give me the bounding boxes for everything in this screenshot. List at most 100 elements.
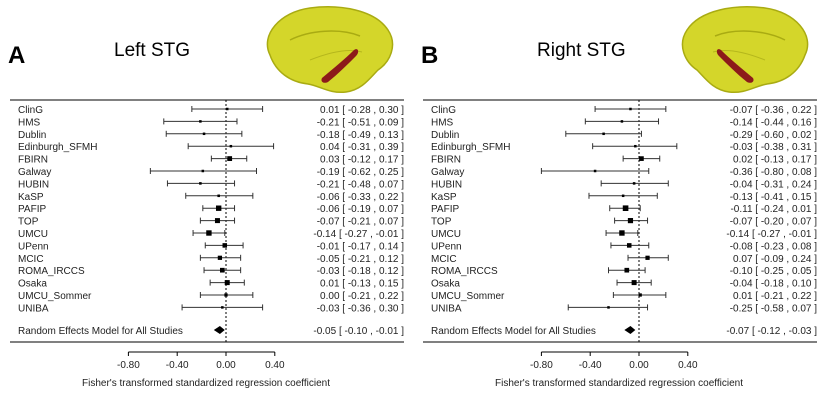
- point-estimate-marker: [215, 205, 222, 211]
- study-ci-text: -0.19 [ -0.62 , 0.25 ]: [317, 167, 404, 178]
- study-label: UMCU_Sommer: [431, 291, 505, 302]
- study-ci-text: -0.08 [ -0.23 , 0.08 ]: [730, 241, 817, 252]
- summary-ci-text: -0.05 [ -0.10 , -0.01 ]: [313, 326, 404, 337]
- study-ci-text: -0.05 [ -0.21 , 0.12 ]: [317, 254, 404, 265]
- study-label: ClinG: [431, 105, 456, 116]
- x-tick-label: 0.40: [265, 360, 285, 371]
- brain-right-hemisphere-illustration: [681, 6, 809, 94]
- study-ci-text: -0.21 [ -0.51 , 0.09 ]: [317, 117, 404, 128]
- study-label: HUBIN: [18, 179, 49, 190]
- study-ci-text: -0.10 [ -0.25 , 0.05 ]: [730, 266, 817, 277]
- point-estimate-marker: [220, 267, 225, 273]
- panel-title: Right STG: [537, 40, 626, 61]
- study-label: UMCU: [18, 229, 48, 240]
- study-ci-text: -0.03 [ -0.18 , 0.12 ]: [317, 266, 404, 277]
- study-ci-text: 0.02 [ -0.13 , 0.17 ]: [733, 155, 817, 166]
- summary-ci-text: -0.07 [ -0.12 , -0.03 ]: [726, 326, 817, 337]
- forest-plot-left-stg: A Left STG ClinG 0.01 [ -0.28 , 0.30 ] HMS…: [0, 0, 412, 395]
- study-label: KaSP: [431, 192, 457, 203]
- forest-plot-canvas: ClinG 0.01 [ -0.28 , 0.30 ] HMS -0.21 [ -0.…: [10, 99, 404, 389]
- study-ci-text: -0.25 [ -0.58 , 0.07 ]: [730, 303, 817, 314]
- panel-letter: B: [421, 42, 439, 69]
- summary-diamond: [213, 326, 225, 334]
- x-tick-label: 0.00: [629, 360, 649, 371]
- x-tick-label: -0.40: [166, 360, 189, 371]
- study-ci-text: -0.14 [ -0.27 , -0.01 ]: [726, 229, 817, 240]
- study-ci-text: -0.07 [ -0.36 , 0.22 ]: [730, 105, 817, 116]
- study-ci-text: -0.18 [ -0.49 , 0.13 ]: [317, 130, 404, 141]
- study-ci-text: -0.14 [ -0.27 , -0.01 ]: [313, 229, 404, 240]
- summary-diamond: [624, 326, 636, 334]
- study-ci-text: -0.03 [ -0.36 , 0.30 ]: [317, 303, 404, 314]
- point-estimate-marker: [626, 243, 632, 248]
- study-ci-text: -0.07 [ -0.20 , 0.07 ]: [730, 217, 817, 228]
- study-label: FBIRN: [431, 155, 461, 166]
- point-estimate-marker: [645, 255, 650, 260]
- point-estimate-marker: [632, 182, 636, 185]
- study-ci-text: 0.04 [ -0.31 , 0.39 ]: [320, 142, 404, 153]
- x-axis-label: Fisher's transformed standardized regres…: [82, 378, 330, 389]
- study-ci-text: -0.06 [ -0.33 , 0.22 ]: [317, 192, 404, 203]
- point-estimate-marker: [621, 194, 625, 198]
- point-estimate-marker: [225, 107, 229, 111]
- point-estimate-marker: [221, 306, 224, 309]
- study-label: FBIRN: [18, 155, 48, 166]
- study-ci-text: -0.07 [ -0.21 , 0.07 ]: [317, 217, 404, 228]
- forest-plot-canvas: ClinG -0.07 [ -0.36 , 0.22 ] HMS -0.14 [ -0…: [423, 99, 817, 389]
- study-label: ROMA_IRCCS: [431, 266, 498, 277]
- study-label: Dublin: [431, 130, 459, 141]
- study-ci-text: 0.00 [ -0.21 , 0.22 ]: [320, 291, 404, 302]
- study-ci-text: -0.04 [ -0.18 , 0.10 ]: [730, 279, 817, 290]
- point-estimate-marker: [224, 293, 228, 297]
- study-label: Edinburgh_SFMH: [18, 142, 97, 153]
- study-label: TOP: [431, 217, 452, 228]
- study-label: UNIBA: [18, 303, 49, 314]
- point-estimate-marker: [222, 243, 228, 248]
- study-label: UMCU: [431, 229, 461, 240]
- point-estimate-marker: [627, 218, 634, 224]
- study-ci-text: -0.36 [ -0.80 , 0.08 ]: [730, 167, 817, 178]
- x-tick-label: -0.80: [530, 360, 553, 371]
- point-estimate-marker: [224, 280, 230, 286]
- study-label: TOP: [18, 217, 39, 228]
- point-estimate-marker: [201, 169, 205, 173]
- study-label: Osaka: [431, 279, 460, 290]
- point-estimate-marker: [622, 205, 629, 211]
- point-estimate-marker: [631, 280, 637, 286]
- point-estimate-marker: [634, 144, 637, 148]
- study-label: MCIC: [18, 254, 44, 265]
- summary-label: Random Effects Model for All Studies: [18, 326, 183, 337]
- study-ci-text: 0.01 [ -0.13 , 0.15 ]: [320, 279, 404, 290]
- x-tick-label: 0.00: [216, 360, 236, 371]
- point-estimate-marker: [638, 293, 642, 297]
- study-label: Osaka: [18, 279, 47, 290]
- point-estimate-marker: [624, 267, 630, 273]
- x-tick-label: 0.40: [678, 360, 698, 371]
- study-label: HUBIN: [431, 179, 462, 190]
- study-ci-text: -0.13 [ -0.41 , 0.15 ]: [730, 192, 817, 203]
- x-axis-label: Fisher's transformed standardized regres…: [495, 378, 743, 389]
- study-label: Galway: [18, 167, 51, 178]
- brain-left-hemisphere-illustration: [266, 6, 394, 94]
- point-estimate-marker: [229, 144, 233, 148]
- study-label: UPenn: [431, 241, 462, 252]
- study-ci-text: -0.01 [ -0.17 , 0.14 ]: [317, 241, 404, 252]
- study-ci-text: 0.01 [ -0.28 , 0.30 ]: [320, 105, 404, 116]
- point-estimate-marker: [620, 120, 624, 123]
- study-label: ROMA_IRCCS: [18, 266, 85, 277]
- study-label: HMS: [18, 117, 41, 128]
- study-label: Edinburgh_SFMH: [431, 142, 510, 153]
- x-tick-label: -0.80: [117, 360, 140, 371]
- study-label: KaSP: [18, 192, 44, 203]
- study-ci-text: -0.29 [ -0.60 , 0.02 ]: [730, 130, 817, 141]
- study-label: HMS: [431, 117, 454, 128]
- point-estimate-marker: [199, 120, 202, 123]
- point-estimate-marker: [602, 132, 605, 136]
- point-estimate-marker: [199, 182, 202, 185]
- point-estimate-marker: [639, 156, 644, 161]
- point-estimate-marker: [607, 306, 610, 309]
- study-label: PAFIP: [431, 204, 459, 215]
- summary-label: Random Effects Model for All Studies: [431, 326, 596, 337]
- point-estimate-marker: [619, 230, 625, 236]
- study-label: PAFIP: [18, 204, 46, 215]
